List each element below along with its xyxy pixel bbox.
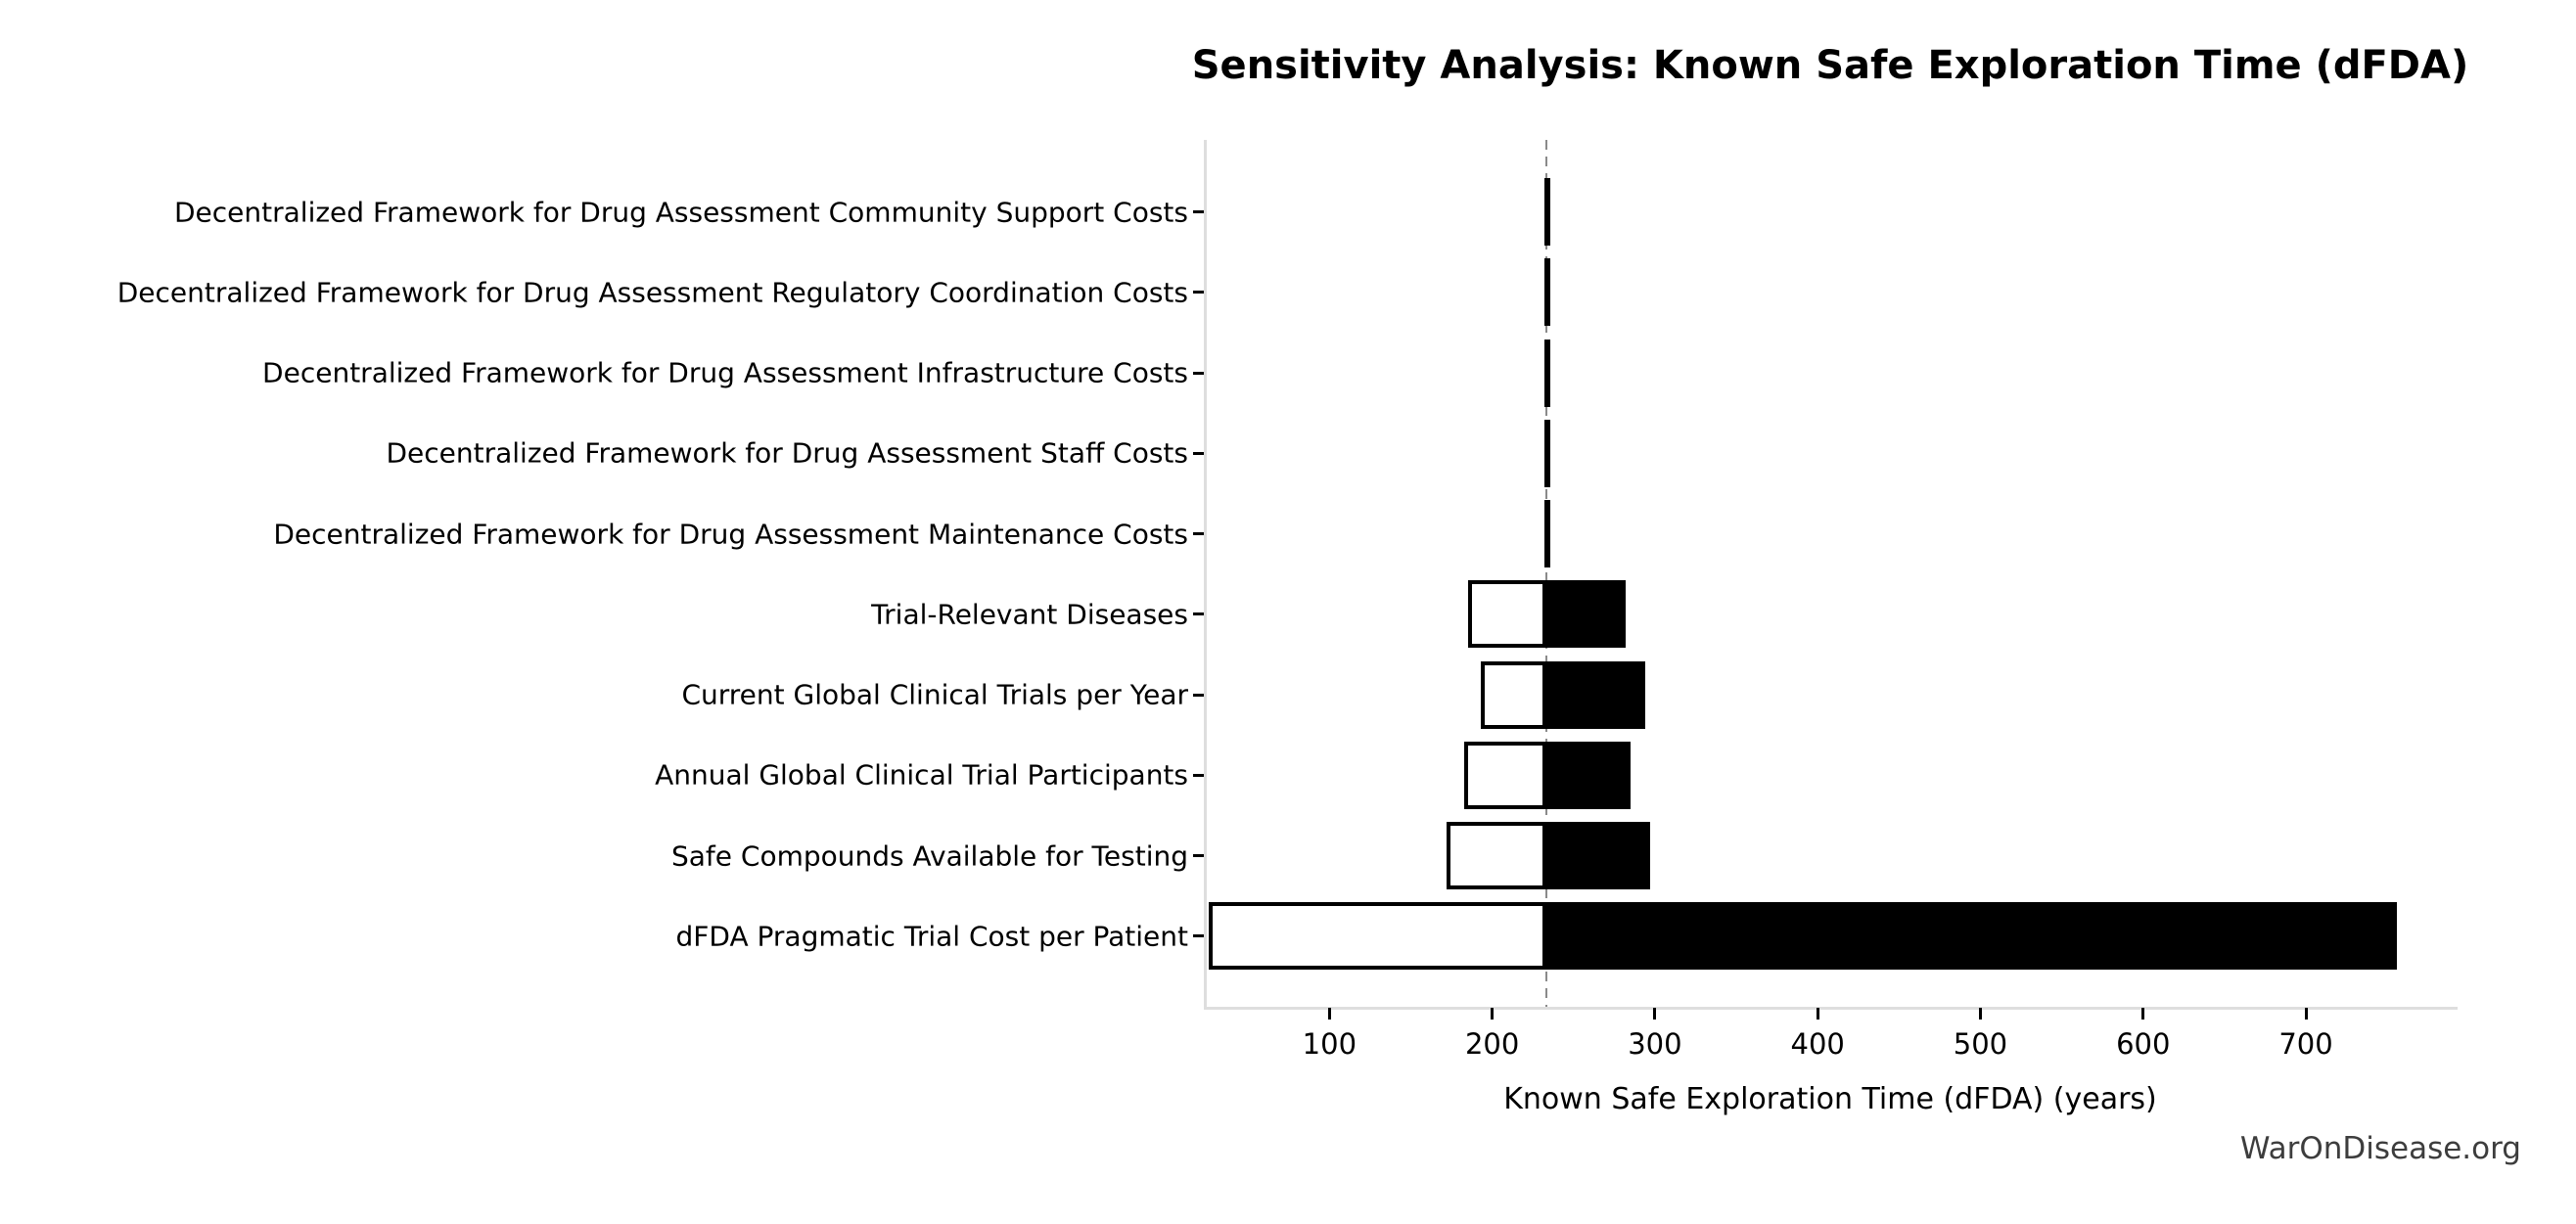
tornado-bar-high-side [1545,660,1645,729]
tornado-bar-low-side [1464,741,1546,809]
tornado-bar-high-side [1545,580,1626,649]
y-axis-label: Decentralized Framework for Drug Assessm… [273,518,1188,551]
x-tick-mark [1491,1008,1495,1020]
x-axis-spine [1204,1007,2458,1010]
y-axis-label: Annual Global Clinical Trial Participant… [655,758,1188,792]
y-axis-label: Decentralized Framework for Drug Assessm… [174,196,1188,229]
y-tick-mark [1193,451,1204,455]
x-tick-mark [1327,1008,1331,1020]
tornado-bar-low-side [1481,660,1546,729]
tornado-bar-narrow [1543,500,1551,568]
y-axis-label: Decentralized Framework for Drug Assessm… [386,436,1188,470]
baseline-dashed-line [1544,140,1547,1007]
y-axis-label: Safe Compounds Available for Testing [670,839,1188,873]
tornado-bar-low-side [1209,902,1546,971]
x-tick-label: 200 [1464,1027,1520,1061]
y-axis-label: Decentralized Framework for Drug Assessm… [116,276,1188,309]
x-axis-title: Known Safe Exploration Time (dFDA) (year… [1503,1082,2157,1116]
tornado-bar-narrow [1543,258,1551,327]
x-tick-mark [1978,1008,1982,1020]
x-tick-mark [1653,1008,1657,1020]
y-tick-mark [1193,934,1204,938]
y-axis-label: Trial-Relevant Diseases [871,598,1188,631]
y-tick-mark [1193,210,1204,214]
chart-title: Sensitivity Analysis: Known Safe Explora… [1191,43,2469,88]
tornado-bar-narrow [1543,178,1551,247]
y-tick-mark [1193,773,1204,777]
tornado-bar-high-side [1545,741,1631,809]
x-tick-label: 100 [1302,1027,1357,1061]
tornado-bar-high-side [1545,822,1650,890]
y-tick-mark [1193,854,1204,858]
x-tick-mark [1816,1008,1819,1020]
y-tick-mark [1193,693,1204,697]
y-tick-mark [1193,291,1204,295]
y-axis-spine [1204,140,1207,1010]
watermark-text: WarOnDisease.org [2239,1131,2521,1166]
y-axis-label: Current Global Clinical Trials per Year [681,678,1188,711]
y-tick-mark [1193,612,1204,616]
y-tick-mark [1193,532,1204,536]
x-tick-label: 300 [1628,1027,1682,1061]
y-axis-label: Decentralized Framework for Drug Assessm… [262,356,1188,389]
x-tick-mark [2141,1008,2145,1020]
tornado-bar-high-side [1545,902,2398,971]
tornado-bar-narrow [1543,339,1551,407]
x-tick-label: 500 [1953,1027,2008,1061]
x-tick-label: 700 [2278,1027,2333,1061]
x-tick-label: 400 [1790,1027,1845,1061]
tornado-bar-narrow [1543,419,1551,487]
y-tick-mark [1193,371,1204,375]
tornado-bar-low-side [1467,580,1546,649]
y-axis-label: dFDA Pragmatic Trial Cost per Patient [675,920,1189,953]
x-tick-mark [2304,1008,2308,1020]
tornado-bar-low-side [1447,822,1546,890]
x-tick-label: 600 [2116,1027,2171,1061]
